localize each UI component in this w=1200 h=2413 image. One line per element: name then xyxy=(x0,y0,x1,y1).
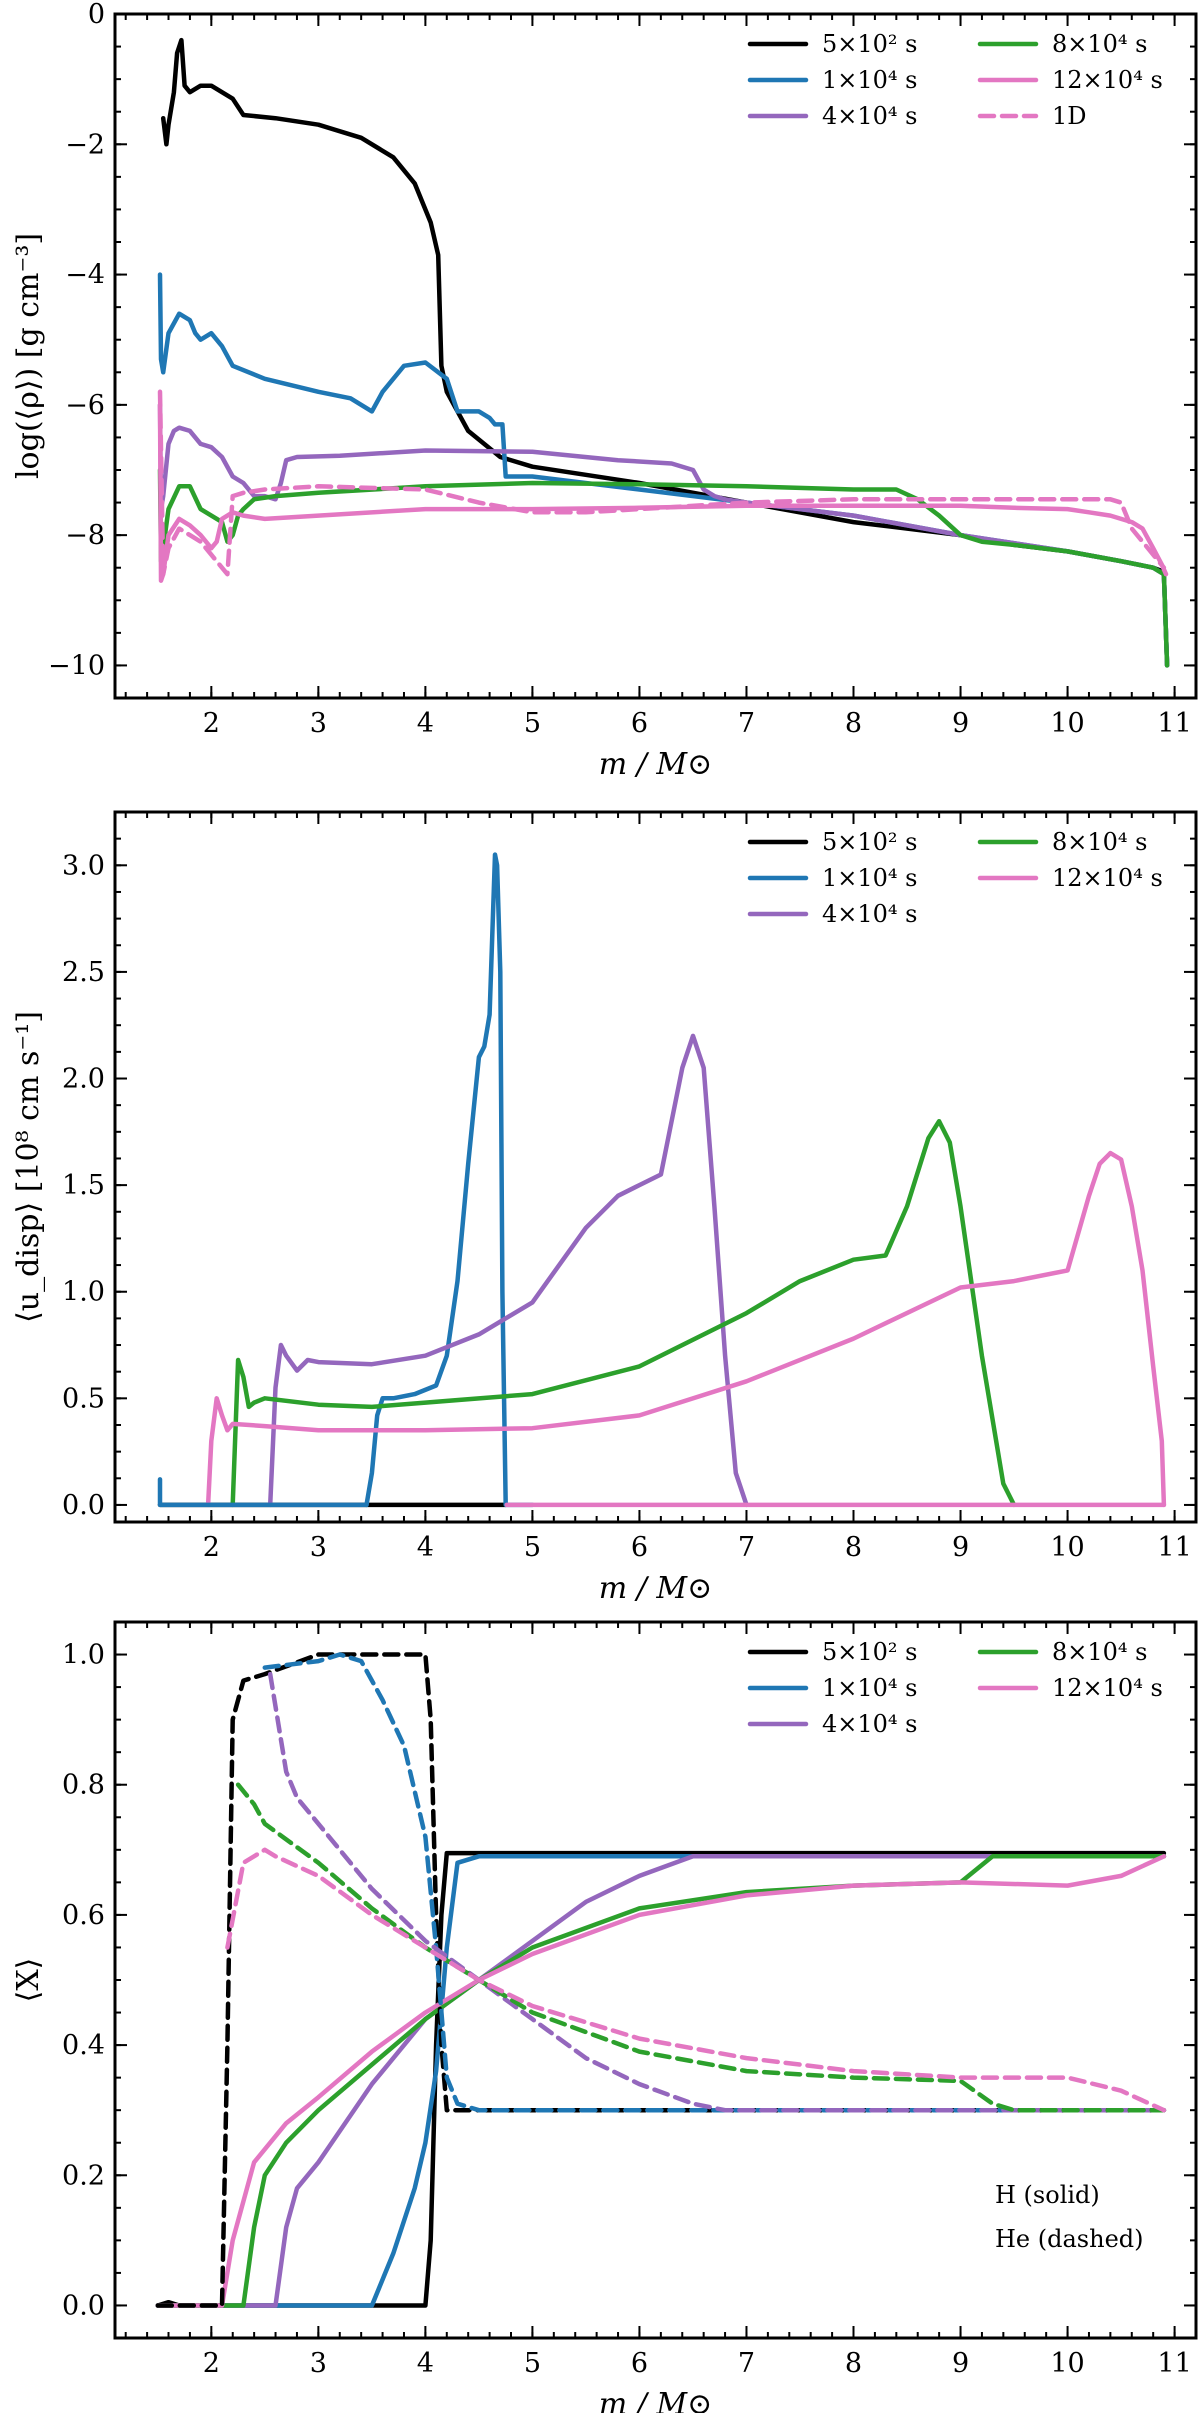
x-tick-label: 3 xyxy=(310,2348,327,2379)
x-tick-label: 4 xyxy=(417,2348,434,2379)
series-group xyxy=(157,37,1170,668)
velocity-panel: 2 3 4 5 6 7 8 9 10 11 0.0 0.5 1.0 1.5 2.0 2.5 3.0 m / M⊙ ⟨… xyxy=(11,810,1198,1606)
legend-entry: 8×10⁴ s xyxy=(1052,828,1147,856)
x-axis-label: m / M⊙ xyxy=(599,2387,712,2413)
y-tick-label: −6 xyxy=(65,390,105,421)
y-tick-label: 2.5 xyxy=(62,957,105,988)
x-tick-label: 11 xyxy=(1157,2348,1191,2379)
series-line-12×10⁴ s xyxy=(205,1150,1167,1508)
y-tick-label: 1.5 xyxy=(62,1170,105,1201)
legend-entry: 4×10⁴ s xyxy=(822,1710,917,1738)
x-tick-label: 2 xyxy=(203,1532,220,1563)
series-line-4×10⁴ s xyxy=(267,1033,749,1508)
series-group xyxy=(157,852,1167,1508)
x-tick-label: 10 xyxy=(1050,1532,1084,1563)
y-tick-label: 1.0 xyxy=(62,1277,105,1308)
series-line-12×10⁴ s xyxy=(157,402,1169,583)
series-line-pink-dashed xyxy=(225,1847,1167,2113)
y-tick-label: 3.0 xyxy=(62,850,105,881)
x-tick-label: 2 xyxy=(203,2348,220,2379)
legend-entry: 4×10⁴ s xyxy=(822,102,917,130)
series-line-4×10⁴ s xyxy=(157,402,1170,668)
series-line-8×10⁴ s xyxy=(230,1118,1017,1508)
y-tick-label: −2 xyxy=(65,129,105,160)
legend-entry: 12×10⁴ s xyxy=(1052,66,1163,94)
y-tick-label: 1.0 xyxy=(62,1640,105,1671)
legend-entry: 12×10⁴ s xyxy=(1052,864,1163,892)
legend-entry: 1×10⁴ s xyxy=(822,66,917,94)
density-panel: 2 3 4 5 6 7 8 9 10 11 0 −2 −4 −6 −8 −10 m / M⊙ log(⟨ρ⟩) [… xyxy=(11,0,1198,782)
y-tick-label: 0.0 xyxy=(62,1490,105,1521)
legend-entry: 8×10⁴ s xyxy=(1052,1638,1147,1666)
x-tick-label: 9 xyxy=(952,2348,969,2379)
series-line-purple-dashed xyxy=(267,1671,1167,2113)
annotation: He (dashed) xyxy=(995,2225,1144,2253)
legend-entry: 1×10⁴ s xyxy=(822,1674,917,1702)
y-axis-label: ⟨X⟩ xyxy=(11,1958,46,2003)
x-tick-label: 8 xyxy=(845,1532,862,1563)
x-tick-label: 11 xyxy=(1157,1532,1191,1563)
series-line-1×10⁴ s xyxy=(155,1854,1167,2308)
legend-entry: 1D xyxy=(1052,102,1087,130)
series-line-blue-dashed xyxy=(262,1652,1167,2113)
legend-entry: 12×10⁴ s xyxy=(1052,1674,1163,1702)
series-line-5×10² s xyxy=(160,37,1170,668)
legend-entry: 8×10⁴ s xyxy=(1052,30,1147,58)
x-tick-label: 6 xyxy=(631,1532,648,1563)
x-axis-label: m / M⊙ xyxy=(599,1571,712,1606)
x-tick-label: 9 xyxy=(952,1532,969,1563)
x-tick-label: 6 xyxy=(631,2348,648,2379)
x-tick-label: 9 xyxy=(952,708,969,739)
y-tick-label: 0.8 xyxy=(62,1770,105,1801)
composition-panel: 2 3 4 5 6 7 8 9 10 11 0.0 0.2 0.4 0.6 0.8 1.0 m / M⊙ ⟨X⟩ 5… xyxy=(11,1620,1198,2413)
series-line-12×10⁴ s xyxy=(155,1854,1167,2308)
y-tick-label: 0.0 xyxy=(62,2290,105,2321)
legend-entry: 1×10⁴ s xyxy=(822,864,917,892)
series-line-8×10⁴ s xyxy=(155,1854,1167,2308)
legend-entry: 5×10² s xyxy=(822,828,917,856)
y-tick-label: 0 xyxy=(88,0,105,30)
y-tick-label: 0.2 xyxy=(62,2160,105,2191)
y-tick-label: 2.0 xyxy=(62,1064,105,1095)
x-tick-label: 5 xyxy=(524,2348,541,2379)
legend-entry: 5×10² s xyxy=(822,30,917,58)
x-tick-label: 10 xyxy=(1050,2348,1084,2379)
x-tick-label: 5 xyxy=(524,708,541,739)
y-tick-label: −10 xyxy=(48,650,105,681)
x-tick-label: 4 xyxy=(417,708,434,739)
series-line-blue-extra xyxy=(157,1477,369,1508)
series-line-1×10⁴ s xyxy=(157,272,1170,668)
y-tick-label: 0.5 xyxy=(62,1383,105,1414)
y-tick-label: −4 xyxy=(65,260,105,291)
x-tick-label: 3 xyxy=(310,708,327,739)
y-axis-label: log(⟨ρ⟩) [g cm⁻³] xyxy=(11,233,46,479)
plot-frame xyxy=(113,12,1198,700)
series-group xyxy=(155,1652,1167,2308)
x-tick-label: 10 xyxy=(1050,708,1084,739)
series-line-1D xyxy=(157,389,1167,577)
x-axis-label: m / M⊙ xyxy=(599,747,712,782)
legend-entry: 5×10² s xyxy=(822,1638,917,1666)
x-tick-label: 4 xyxy=(417,1532,434,1563)
x-tick-label: 5 xyxy=(524,1532,541,1563)
plot-frame xyxy=(113,810,1198,1524)
x-tick-label: 8 xyxy=(845,2348,862,2379)
x-tick-label: 6 xyxy=(631,708,648,739)
x-tick-label: 11 xyxy=(1157,708,1191,739)
x-tick-label: 8 xyxy=(845,708,862,739)
series-line-1×10⁴ s xyxy=(364,852,535,1508)
x-tick-label: 3 xyxy=(310,1532,327,1563)
annotation: H (solid) xyxy=(995,2181,1100,2209)
x-tick-label: 7 xyxy=(738,2348,755,2379)
x-tick-label: 7 xyxy=(738,708,755,739)
legend-entry: 4×10⁴ s xyxy=(822,900,917,928)
y-axis-label: ⟨u_disp⟩ [10⁸ cm s⁻¹] xyxy=(11,1011,46,1323)
series-line-green-dashed xyxy=(235,1782,1167,2113)
y-tick-label: 0.4 xyxy=(62,2030,105,2061)
x-tick-label: 2 xyxy=(203,708,220,739)
x-tick-label: 7 xyxy=(738,1532,755,1563)
y-tick-label: −8 xyxy=(65,520,105,551)
y-tick-label: 0.6 xyxy=(62,1900,105,1931)
